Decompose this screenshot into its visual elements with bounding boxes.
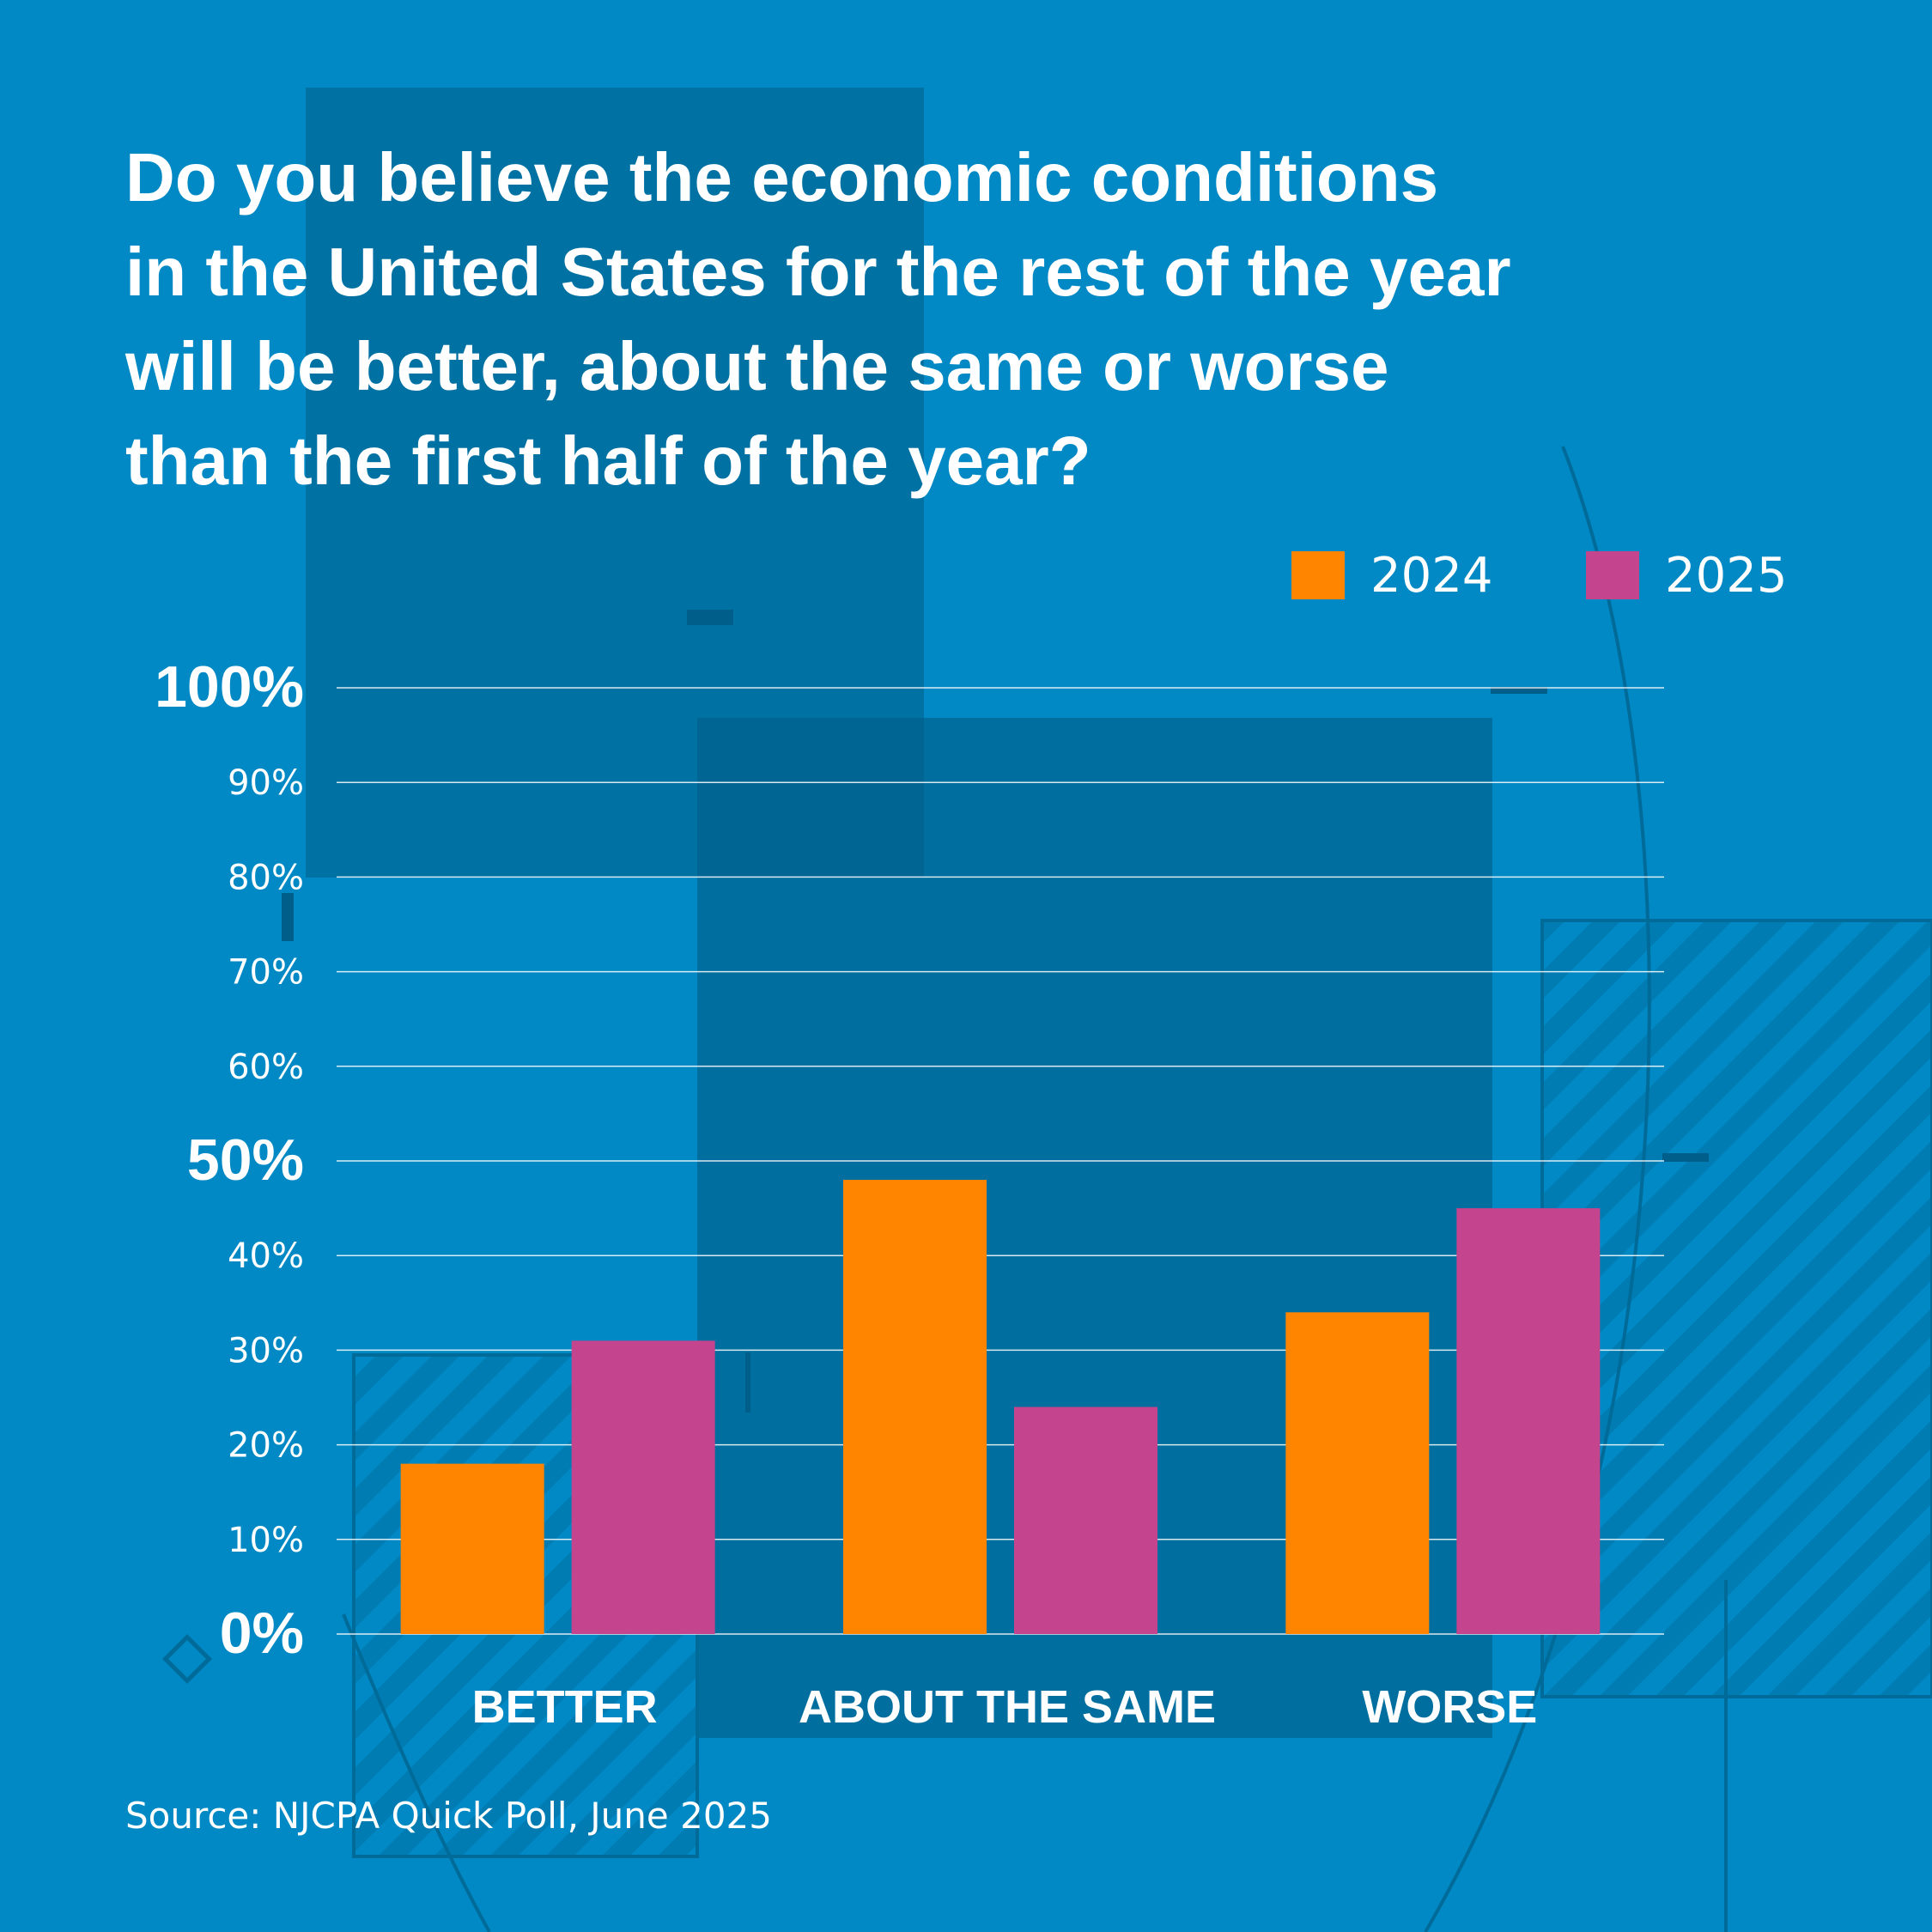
legend-label-2025: 2025 <box>1665 547 1788 604</box>
bar-2025-about-the-same <box>1014 1406 1157 1634</box>
y-tick-label: 20% <box>228 1426 304 1466</box>
bg-arc-right <box>1424 446 1651 1932</box>
bar-2025-better <box>571 1340 715 1634</box>
chart-title-line: will be better, about the same or worse <box>125 328 1389 404</box>
bg-diamond <box>162 1634 212 1684</box>
chart-title-line: Do you believe the economic conditions <box>125 139 1439 216</box>
bg-dash <box>1491 687 1547 694</box>
y-tick-label: 70% <box>228 953 304 993</box>
bar-2025-worse <box>1456 1208 1601 1634</box>
legend-swatch-2024 <box>1291 551 1345 599</box>
y-tick-label: 0% <box>220 1601 304 1666</box>
bg-dash <box>687 610 733 625</box>
chart-title-line: than the first half of the year? <box>125 422 1091 499</box>
y-tick-label: 40% <box>228 1236 304 1276</box>
y-tick-label: 50% <box>187 1127 304 1193</box>
bar-2024-about-the-same <box>843 1180 987 1634</box>
bar-2024-better <box>400 1463 544 1634</box>
bg-dash <box>745 1352 750 1413</box>
source-note: Source: NJCPA Quick Poll, June 2025 <box>125 1795 772 1837</box>
bg-arc-left <box>342 1613 491 1932</box>
x-category-label: ABOUT THE SAME <box>799 1681 1216 1733</box>
x-category-label: WORSE <box>1362 1681 1537 1733</box>
bg-hatch-right <box>1542 920 1932 1697</box>
bar-2024-worse <box>1285 1312 1430 1634</box>
y-tick-label: 80% <box>228 858 304 897</box>
chart-title: Do you believe the economic conditions i… <box>125 131 1843 508</box>
x-category-label: BETTER <box>472 1681 658 1733</box>
chart-title-line: in the United States for the rest of the… <box>125 234 1511 310</box>
bg-dash <box>1662 1153 1709 1162</box>
y-tick-label: 100% <box>155 654 304 720</box>
y-tick-label: 60% <box>228 1048 304 1087</box>
y-tick-label: 90% <box>228 763 304 803</box>
bg-dash <box>282 893 294 941</box>
legend-item-2024: 2024 <box>1291 547 1493 604</box>
y-tick-label: 10% <box>228 1521 304 1560</box>
legend-swatch-2025 <box>1586 551 1639 599</box>
legend-item-2025: 2025 <box>1586 547 1788 604</box>
y-tick-label: 30% <box>228 1331 304 1370</box>
legend-label-2024: 2024 <box>1370 547 1493 604</box>
